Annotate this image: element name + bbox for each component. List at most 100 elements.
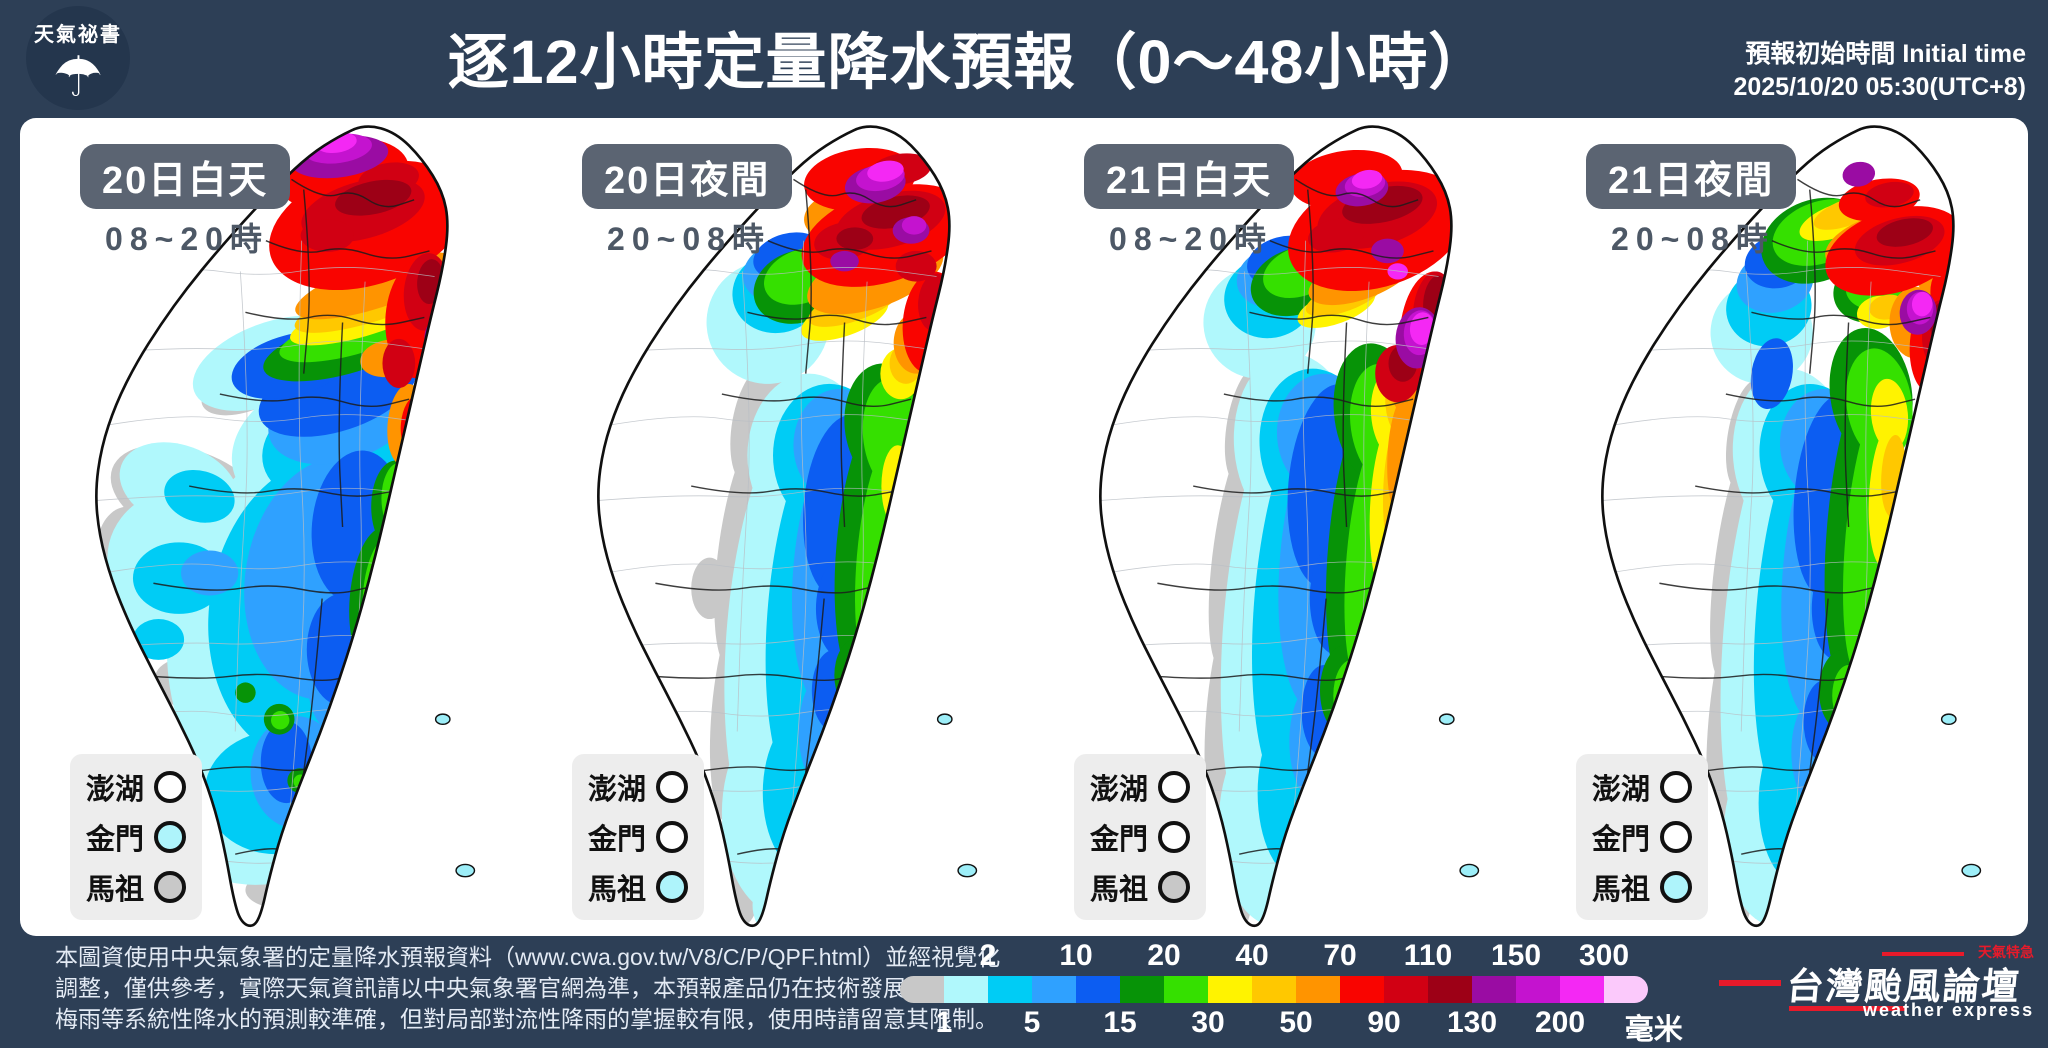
- island-label: 金門: [1090, 824, 1149, 856]
- footer: 本圖資使用中央氣象署的定量降水預報資料（www.cwa.gov.tw/V8/C/…: [0, 936, 2048, 1046]
- disclaimer-text: 本圖資使用中央氣象署的定量降水預報資料（www.cwa.gov.tw/V8/C/…: [55, 942, 1044, 1035]
- forecast-board: 20日白天 08~20時 澎湖 金門 馬祖 20日夜間 20~08時 澎湖 金門…: [20, 118, 2028, 936]
- island-label: 馬祖: [86, 874, 145, 906]
- initial-time-label: 預報初始時間 Initial time: [1745, 40, 2026, 68]
- island-row: 澎湖: [1090, 766, 1191, 808]
- forecast-panel-day1-night: 20日夜間 20~08時 澎湖 金門 馬祖: [522, 118, 1024, 936]
- brand-accent-line-top: [1882, 952, 1964, 956]
- panel-time-range: 20~08時: [607, 221, 771, 257]
- scale-segment: [1208, 976, 1252, 1003]
- weather-secretary-logo: 天氣祕書 ☂: [26, 6, 130, 110]
- island-value-circle: [154, 771, 187, 803]
- island-value-circle: [154, 821, 187, 853]
- panel-time-range: 08~20時: [1109, 221, 1273, 257]
- scale-segment: [1428, 976, 1472, 1003]
- island-value-circle: [1660, 871, 1693, 903]
- island-label: 澎湖: [86, 774, 145, 806]
- island-label: 馬祖: [588, 874, 647, 906]
- island-label: 馬祖: [1090, 874, 1149, 906]
- scale-segment: [1560, 976, 1604, 1003]
- scale-tick-label: 15: [1103, 1006, 1137, 1039]
- disclaimer-line: 梅雨等系統性降水的預測較準確，但對局部對流性降雨的掌握較有限，使用時請留意其限制…: [55, 1006, 998, 1032]
- scale-unit: 毫米: [1624, 1014, 1683, 1046]
- brand-subtitle: weather express: [1863, 1000, 2035, 1020]
- scale-segment: [1296, 976, 1340, 1003]
- island-row: 馬祖: [588, 866, 689, 908]
- forecast-panel-day2-daytime: 21日白天 08~20時 澎湖 金門 馬祖: [1024, 118, 1526, 936]
- panel-period-badge: 20日夜間: [582, 144, 793, 209]
- island-row: 馬祖: [86, 866, 187, 908]
- page-title: 逐12小時定量降水預報（0～48小時）: [447, 28, 1491, 96]
- island-row: 馬祖: [1592, 866, 1693, 908]
- scale-segment: [1076, 976, 1120, 1003]
- island-row: 馬祖: [1090, 866, 1191, 908]
- scale-segment: [1472, 976, 1516, 1003]
- island-row: 金門: [1090, 816, 1191, 858]
- outlying-islands-legend: 澎湖 金門 馬祖: [572, 754, 705, 920]
- island-value-circle: [154, 871, 187, 903]
- island-value-circle: [1158, 821, 1191, 853]
- header: 天氣祕書 ☂ 逐12小時定量降水預報（0～48小時） 預報初始時間 Initia…: [0, 0, 2048, 118]
- taiwan-rainfall-map: [1526, 118, 2028, 936]
- brand-tagline: 天氣特急: [1978, 944, 2034, 960]
- scale-tick-label: 150: [1490, 939, 1542, 972]
- scale-tick-label: 110: [1403, 939, 1453, 972]
- scale-segment: [1384, 976, 1428, 1003]
- scale-tick-label: 130: [1446, 1006, 1498, 1039]
- island-row: 澎湖: [1592, 766, 1693, 808]
- scale-tick-label: 200: [1534, 1006, 1586, 1039]
- island-row: 澎湖: [588, 766, 689, 808]
- disclaimer-line: 本圖資使用中央氣象署的定量降水預報資料（www.cwa.gov.tw/V8/C/…: [55, 944, 1001, 970]
- scale-segment: [1252, 976, 1296, 1003]
- scale-segment: [1120, 976, 1164, 1003]
- scale-tick-label: 50: [1279, 1006, 1313, 1039]
- island-label: 金門: [86, 824, 145, 856]
- taiwan-rainfall-map: [1024, 118, 1526, 936]
- island-row: 澎湖: [86, 766, 187, 808]
- island-value-circle: [1660, 771, 1693, 803]
- island-value-circle: [1660, 821, 1693, 853]
- scale-segment: [1032, 976, 1076, 1003]
- island-label: 馬祖: [1592, 874, 1651, 906]
- panel-time-range: 20~08時: [1611, 221, 1775, 257]
- island-label: 金門: [588, 824, 647, 856]
- island-value-circle: [656, 871, 689, 903]
- scale-segment: [944, 976, 988, 1003]
- panel-period-badge: 21日夜間: [1586, 144, 1797, 209]
- brand-accent-line-left: [1719, 980, 1781, 986]
- forecast-panel-day1-daytime: 20日白天 08~20時 澎湖 金門 馬祖: [20, 118, 522, 936]
- scale-tick-label: 40: [1235, 939, 1269, 972]
- island-label: 澎湖: [1090, 774, 1149, 806]
- scale-segment: [1604, 976, 1648, 1003]
- rainfall-color-scale: 毫米 2 10 20 40 70 110 150 300 1 5 15 30 50 90 130 200: [900, 938, 1710, 1046]
- island-row: 金門: [1592, 816, 1693, 858]
- scale-segment: [1516, 976, 1560, 1003]
- island-value-circle: [656, 771, 689, 803]
- scale-tick-label: 300: [1578, 939, 1630, 972]
- island-value-circle: [1158, 871, 1191, 903]
- scale-tick-label: 30: [1191, 1006, 1225, 1039]
- island-label: 澎湖: [1592, 774, 1651, 806]
- outlying-islands-legend: 澎湖 金門 馬祖: [70, 754, 203, 920]
- scale-segment: [1340, 976, 1384, 1003]
- taiwan-rainfall-map: [20, 118, 522, 936]
- panel-period-badge: 21日白天: [1084, 144, 1295, 209]
- scale-segment: [900, 976, 944, 1003]
- disclaimer-line: 調整，僅供參考，實際天氣資訊請以中央氣象署官網為準，本預報產品仍在技術發展中，對…: [55, 975, 1044, 1001]
- panel-time-range: 08~20時: [105, 221, 269, 257]
- island-value-circle: [1158, 771, 1191, 803]
- island-label: 澎湖: [588, 774, 647, 806]
- taiwan-typhoon-forum-logo: 天氣特急 台灣颱風論壇 weather express: [1719, 944, 2034, 1034]
- island-label: 金門: [1592, 824, 1651, 856]
- scale-tick-label: 20: [1147, 939, 1181, 972]
- island-row: 金門: [86, 816, 187, 858]
- scale-tick-label: 5: [1023, 1006, 1041, 1039]
- taiwan-rainfall-map: [522, 118, 1024, 936]
- brand-accent-underline: [1789, 1006, 1907, 1011]
- umbrella-icon: ☂: [52, 45, 104, 108]
- scale-tick-label: 90: [1367, 1006, 1401, 1039]
- scale-segment: [988, 976, 1032, 1003]
- initial-time-value: 2025/10/20 05:30(UTC+8): [1733, 73, 2026, 101]
- scale-tick-label: 1: [935, 1006, 953, 1039]
- island-value-circle: [656, 821, 689, 853]
